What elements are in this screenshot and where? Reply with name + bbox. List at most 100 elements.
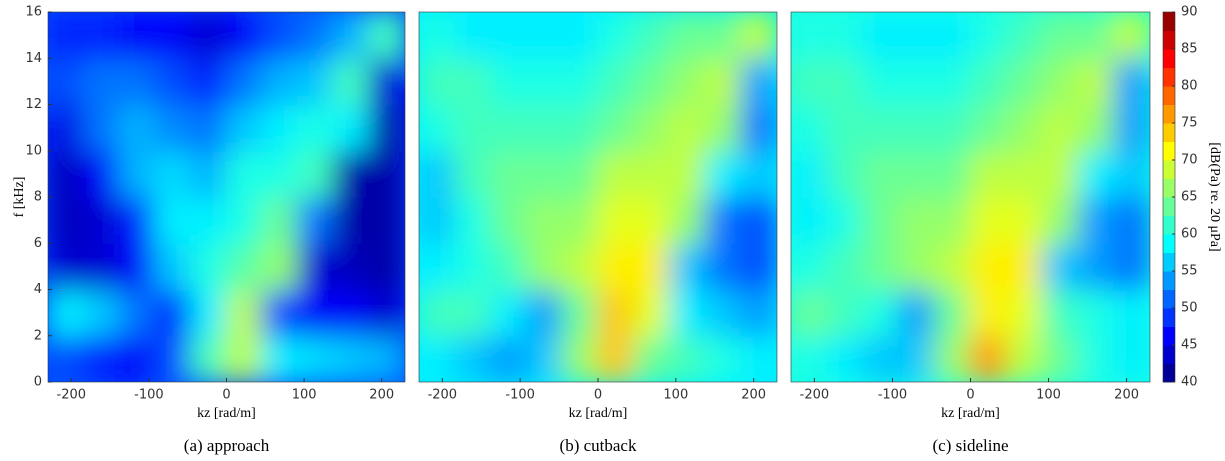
x-tick-label: -200 — [428, 388, 458, 403]
heatmap-cell — [368, 103, 405, 152]
heatmap-cell — [861, 103, 900, 152]
heatmap-cell — [791, 334, 828, 382]
heatmap-cell — [332, 334, 371, 382]
heatmap-cell — [118, 149, 157, 198]
heatmap-cell — [597, 334, 635, 382]
colorbar-label: [dB(Pa) re. 20 μPa] — [1207, 142, 1222, 251]
heatmap-cell — [332, 12, 371, 60]
heatmap-cell — [189, 149, 228, 198]
heatmap-cell — [225, 103, 264, 152]
heatmap-cell — [825, 12, 864, 60]
heatmap-cell — [561, 149, 599, 198]
caption: (a) approach — [184, 436, 270, 455]
heatmap-cell — [296, 334, 335, 382]
heatmap-cell — [1041, 334, 1080, 382]
heatmap-cell — [632, 57, 671, 106]
heatmap-cell — [82, 242, 121, 291]
heatmap-cell — [189, 12, 228, 60]
heatmap-cell — [332, 196, 371, 245]
colorbar-step — [1163, 197, 1175, 216]
heatmap-cell — [1005, 149, 1044, 198]
heatmap-cell — [261, 12, 299, 60]
heatmap-cell — [1077, 196, 1116, 245]
heatmap-cell — [296, 288, 335, 337]
heatmap-cell — [225, 196, 264, 245]
x-tick-label: 0 — [594, 388, 602, 403]
heatmap-cell — [740, 103, 777, 152]
heatmap-cell — [597, 288, 635, 337]
x-tick-label: -100 — [134, 388, 164, 403]
colorbar-step — [1163, 326, 1175, 346]
heatmap-cell — [861, 288, 900, 337]
heatmap-cell — [1113, 57, 1150, 106]
colorbar-tick-label: 65 — [1181, 190, 1198, 205]
heatmap-cell — [419, 103, 456, 152]
heatmap-cell — [561, 242, 599, 291]
heatmap-cell — [368, 242, 405, 291]
heatmap-cell — [525, 334, 564, 382]
heatmap-cell — [704, 103, 743, 152]
heatmap-cell — [861, 242, 900, 291]
colorbar-step — [1163, 141, 1175, 161]
heatmap-cell — [740, 334, 777, 382]
heatmap-cell — [189, 196, 228, 245]
x-tick-label: -100 — [505, 388, 535, 403]
heatmap-cell — [1077, 242, 1116, 291]
heatmap-cell — [969, 196, 1008, 245]
heatmap-cell — [453, 149, 492, 198]
heatmap-cell — [1005, 334, 1044, 382]
y-tick-label: 16 — [25, 5, 42, 20]
heatmap-cell — [525, 12, 564, 60]
heatmap-cell — [969, 242, 1008, 291]
heatmap-cell — [668, 103, 707, 152]
caption: (c) sideline — [933, 436, 1009, 455]
heatmap-cell — [48, 57, 85, 106]
heatmap-cell — [632, 288, 671, 337]
heatmap-cell — [453, 57, 492, 106]
heatmap-cell — [453, 12, 492, 60]
colorbar-tick-label: 60 — [1181, 227, 1198, 242]
heatmap-cell — [933, 57, 972, 106]
heatmap-cell — [861, 149, 900, 198]
heatmap-cell — [154, 103, 192, 152]
heatmap-cell — [332, 288, 371, 337]
colorbar-tick-label: 75 — [1181, 116, 1198, 131]
x-tick-label: -200 — [800, 388, 830, 403]
y-tick-label: 12 — [25, 97, 42, 112]
y-tick-label: 6 — [34, 236, 42, 251]
colorbar-step — [1163, 67, 1175, 87]
heatmap-cell — [740, 288, 777, 337]
heatmap-cell — [489, 334, 528, 382]
heatmap-cell — [933, 288, 972, 337]
heatmap-cell — [419, 12, 456, 60]
colorbar-step — [1163, 86, 1175, 105]
heatmap-cell — [969, 334, 1008, 382]
colorbar-step — [1163, 215, 1175, 235]
heatmap-cell — [632, 242, 671, 291]
heatmap-cell — [189, 334, 228, 382]
colorbar-tick-label: 90 — [1181, 5, 1198, 20]
heatmap-cell — [791, 242, 828, 291]
x-tick-label: 0 — [222, 388, 230, 403]
colorbar-step — [1163, 178, 1175, 198]
heatmap-cell — [368, 288, 405, 337]
colorbar-step — [1163, 289, 1175, 309]
heatmap-cell — [1041, 196, 1080, 245]
heatmap-cell — [933, 196, 972, 245]
colorbar-tick-label: 40 — [1181, 375, 1198, 390]
heatmap-cell — [561, 57, 599, 106]
heatmap-cell — [632, 103, 671, 152]
heatmap-cell — [668, 196, 707, 245]
heatmap-cell — [668, 242, 707, 291]
heatmap — [48, 12, 405, 382]
heatmap-cell — [368, 57, 405, 106]
heatmap-cell — [453, 196, 492, 245]
heatmap-cell — [561, 12, 599, 60]
heatmap-cell — [740, 242, 777, 291]
colorbar-tick-label: 70 — [1181, 153, 1198, 168]
heatmap-cell — [332, 103, 371, 152]
heatmap-cell — [791, 57, 828, 106]
heatmap-cell — [1077, 149, 1116, 198]
colorbar-step — [1163, 234, 1175, 253]
heatmap-cell — [489, 242, 528, 291]
